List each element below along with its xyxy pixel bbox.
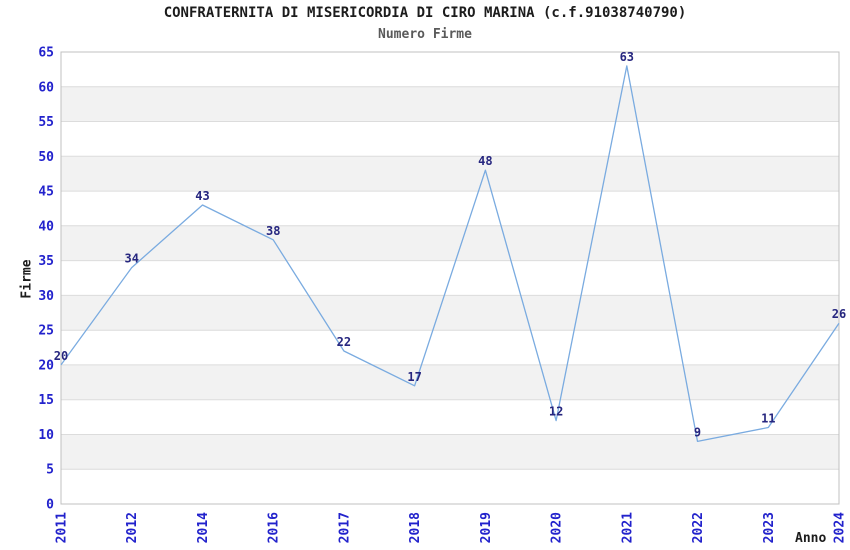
x-tick-label: 2020	[550, 512, 565, 543]
chart-title: CONFRATERNITA DI MISERICORDIA DI CIRO MA…	[163, 5, 687, 21]
y-tick-label: 25	[38, 324, 54, 339]
y-tick-label: 10	[38, 428, 54, 443]
data-point-label: 38	[266, 224, 280, 238]
y-tick-label: 0	[46, 498, 54, 513]
chart-subtitle: Numero Firme	[378, 27, 472, 42]
data-point-label: 17	[407, 370, 421, 384]
grid-band	[61, 364, 839, 400]
x-axis-label: Anno	[795, 531, 827, 546]
x-tick-label: 2021	[620, 512, 635, 543]
grid-band	[61, 156, 839, 192]
y-tick-label: 15	[38, 393, 54, 408]
x-tick-label: 2024	[833, 512, 848, 543]
x-tick-label: 2023	[762, 512, 777, 543]
data-point-label: 12	[549, 405, 563, 419]
y-tick-label: 50	[38, 150, 54, 165]
data-point-label: 9	[694, 425, 701, 439]
y-tick-label: 40	[38, 219, 54, 234]
x-tick-label: 2011	[55, 512, 70, 543]
grid-band	[61, 225, 839, 261]
x-tick-label: 2019	[479, 512, 494, 543]
data-point-label: 63	[620, 50, 634, 64]
y-tick-label: 65	[38, 46, 54, 61]
x-tick-label: 2016	[267, 512, 282, 543]
data-point-label: 26	[832, 307, 846, 321]
data-point-label: 43	[195, 189, 209, 203]
plot-border	[60, 51, 840, 505]
x-tick-label: 2017	[337, 512, 352, 543]
data-point-label: 34	[124, 252, 138, 266]
y-tick-label: 55	[38, 115, 54, 130]
y-tick-label: 35	[38, 254, 54, 269]
data-point-label: 22	[337, 335, 351, 349]
data-point-label: 11	[761, 412, 775, 426]
x-tick-label: 2012	[125, 512, 140, 543]
grid-band	[61, 86, 839, 122]
grid-band	[61, 295, 839, 331]
y-tick-label: 30	[38, 289, 54, 304]
y-tick-label: 20	[38, 358, 54, 373]
x-tick-label: 2022	[691, 512, 706, 543]
x-tick-label: 2018	[408, 512, 423, 543]
y-tick-label: 5	[46, 463, 54, 478]
y-tick-label: 60	[38, 80, 54, 95]
data-point-label: 48	[478, 154, 492, 168]
data-line	[60, 65, 840, 443]
x-tick-label: 2014	[196, 512, 211, 543]
y-tick-label: 45	[38, 185, 54, 200]
grid-band	[61, 434, 839, 470]
data-point-label: 20	[54, 349, 68, 363]
